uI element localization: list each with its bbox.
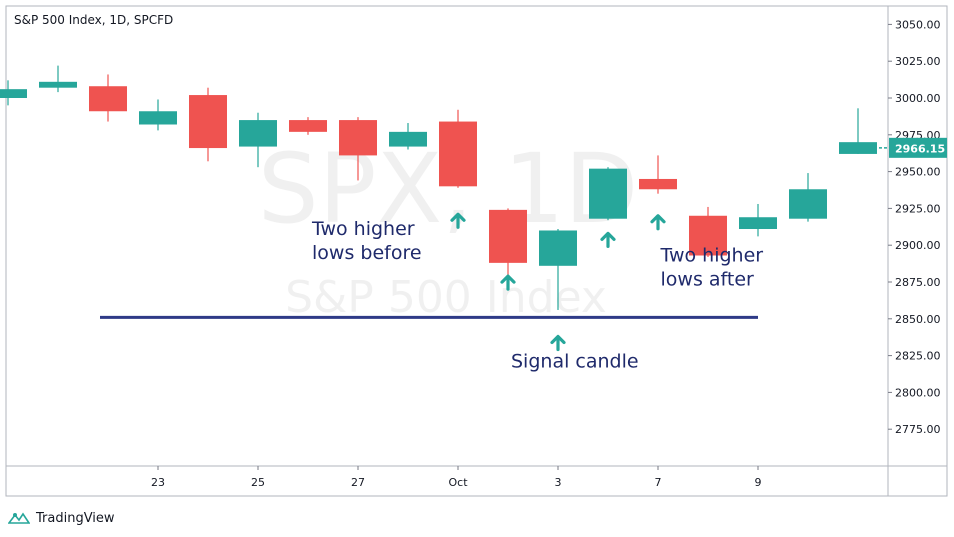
candle (689, 206, 727, 257)
candle (389, 123, 427, 150)
candle-body (489, 209, 527, 263)
footer-brand: TradingView (36, 510, 115, 526)
candle-body (839, 142, 877, 154)
candle-body (589, 168, 627, 219)
footer[interactable]: TradingView (8, 507, 115, 529)
x-tick-label: 23 (151, 476, 165, 489)
candle-body (539, 230, 577, 266)
candle (289, 117, 327, 135)
y-tick-label: 2775.00 (895, 423, 941, 436)
candle (739, 203, 777, 237)
candle-body (689, 215, 727, 256)
annotation-text: lows before (312, 242, 422, 264)
y-tick-label: 2950.00 (895, 166, 941, 179)
candle (0, 80, 27, 106)
candle-body (0, 89, 27, 98)
annotation-text: Two higher (660, 244, 764, 266)
x-tick-label: 27 (351, 476, 365, 489)
candle (189, 87, 227, 162)
x-tick-label: 7 (655, 476, 662, 489)
candle-body (339, 120, 377, 156)
candle (39, 65, 77, 93)
x-tick-label: Oct (448, 476, 468, 489)
candle (589, 167, 627, 221)
y-tick-label: 2850.00 (895, 313, 941, 326)
candle-body (639, 178, 677, 190)
candle (139, 99, 177, 131)
y-tick-label: 2825.00 (895, 350, 941, 363)
candle-body (389, 131, 427, 147)
candle-body (39, 81, 77, 88)
candle (639, 155, 677, 194)
candle-body (239, 120, 277, 147)
up-arrow-icon (550, 334, 566, 352)
chart-title: S&P 500 Index, 1D, SPCFD (14, 13, 173, 27)
y-tick-label: 3050.00 (895, 18, 941, 31)
annotation-text: Signal candle (511, 350, 639, 372)
candle (239, 112, 277, 168)
candle (439, 109, 477, 188)
candle-body (139, 111, 177, 125)
up-arrow-icon (650, 214, 666, 231)
up-arrow-icon (500, 274, 516, 291)
chart-frame (5, 5, 948, 497)
candle (339, 117, 377, 181)
up-arrow-icon (450, 212, 466, 229)
y-tick-label: 2900.00 (895, 239, 941, 252)
y-tick-label: 2800.00 (895, 386, 941, 399)
y-tick-label: 2925.00 (895, 202, 941, 215)
candle (839, 108, 877, 154)
candle (789, 173, 827, 222)
candle-body (189, 95, 227, 149)
y-tick-label: 3000.00 (895, 92, 941, 105)
candle-body (739, 217, 777, 230)
tradingview-logo-icon (8, 512, 30, 524)
candle-body (89, 86, 127, 112)
candle-body (439, 121, 477, 187)
candle-body (289, 120, 327, 132)
x-tick-label: 9 (755, 476, 762, 489)
candle (539, 229, 577, 310)
x-tick-label: 25 (251, 476, 265, 489)
y-tick-label: 3025.00 (895, 55, 941, 68)
last-price-badge (889, 137, 947, 158)
candle (489, 208, 527, 284)
candle-body (789, 189, 827, 219)
up-arrow-icon (600, 231, 616, 249)
annotation-text: Two higher (311, 218, 415, 240)
last-price-label: 2966.15 (895, 142, 945, 155)
y-tick-label: 2875.00 (895, 276, 941, 289)
x-tick-label: 3 (555, 476, 562, 489)
watermark-name: S&P 500 Index (285, 272, 607, 323)
annotation-text: lows after (661, 268, 755, 290)
candle (89, 74, 127, 122)
